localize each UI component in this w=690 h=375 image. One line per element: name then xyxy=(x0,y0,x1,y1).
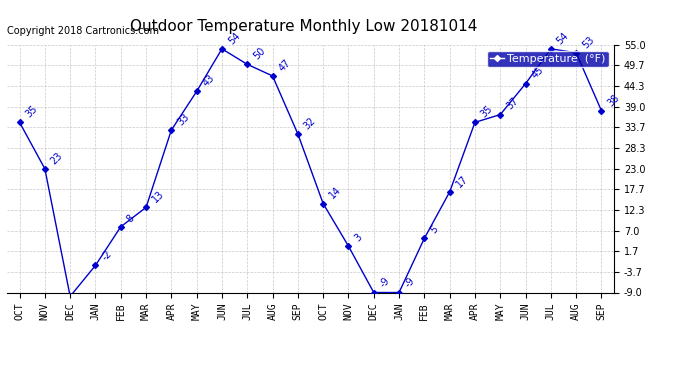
Text: 54: 54 xyxy=(555,30,571,46)
Legend: Temperature  (°F): Temperature (°F) xyxy=(487,51,609,67)
Text: 3: 3 xyxy=(353,232,364,243)
Text: 8: 8 xyxy=(125,213,137,224)
Text: -9: -9 xyxy=(378,276,392,290)
Text: Copyright 2018 Cartronics.com: Copyright 2018 Cartronics.com xyxy=(7,26,159,36)
Text: 45: 45 xyxy=(530,65,546,81)
Text: -9: -9 xyxy=(403,276,417,290)
Text: 50: 50 xyxy=(251,46,267,62)
Text: 53: 53 xyxy=(580,34,596,50)
Text: Outdoor Temperature Monthly Low 20181014: Outdoor Temperature Monthly Low 20181014 xyxy=(130,19,477,34)
Text: 5: 5 xyxy=(428,224,440,236)
Text: 47: 47 xyxy=(277,57,293,73)
Text: 43: 43 xyxy=(201,73,217,88)
Text: -10: -10 xyxy=(0,374,1,375)
Text: 35: 35 xyxy=(479,104,495,120)
Text: 35: 35 xyxy=(23,104,39,120)
Text: 17: 17 xyxy=(454,173,470,189)
Text: 32: 32 xyxy=(302,116,318,131)
Text: 23: 23 xyxy=(49,150,65,166)
Text: 13: 13 xyxy=(150,189,166,205)
Text: 14: 14 xyxy=(327,185,343,201)
Text: 38: 38 xyxy=(606,92,622,108)
Text: 54: 54 xyxy=(226,30,242,46)
Text: 37: 37 xyxy=(504,96,520,112)
Text: 33: 33 xyxy=(175,112,191,127)
Text: -2: -2 xyxy=(99,249,114,262)
